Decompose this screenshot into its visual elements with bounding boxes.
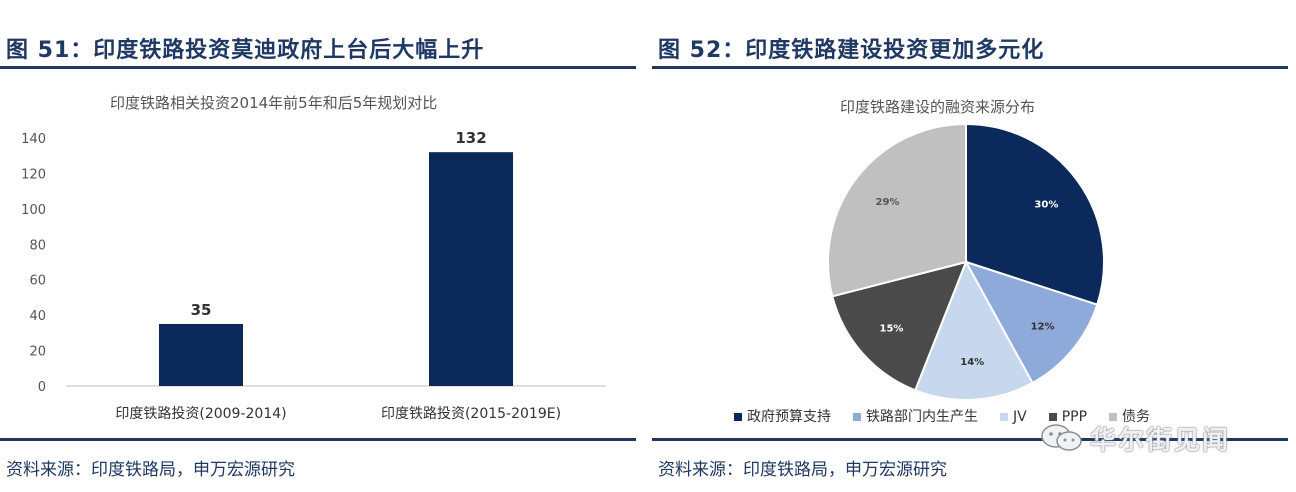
bar-chart-title: 印度铁路相关投资2014年前5年和后5年规划对比	[110, 94, 438, 112]
y-tick-label: 40	[29, 309, 46, 324]
legend-label: 政府预算支持	[747, 409, 831, 425]
legend-label: 债务	[1122, 409, 1151, 425]
pie-slice	[965, 122, 1105, 306]
pie-slice	[913, 259, 1034, 401]
watermark-text: 华尔街见闻	[1090, 426, 1231, 456]
right-title-rule	[652, 66, 1288, 69]
left-figure-title: 图 51：印度铁路投资莫迪政府上台后大幅上升	[6, 38, 485, 63]
legend-label: JV	[1013, 409, 1027, 425]
pie-legend: 政府预算支持 铁路部门内生产生 JV PPP 债务	[734, 406, 1172, 426]
legend-swatch	[853, 413, 861, 421]
y-tick-label: 140	[21, 132, 46, 147]
pie-slice-label: 14%	[960, 357, 984, 368]
legend-item: 政府预算支持	[734, 406, 831, 426]
legend-swatch	[1109, 413, 1118, 421]
legend-item: JV	[1000, 409, 1027, 425]
y-tick-label: 20	[29, 345, 46, 360]
pie-slice	[831, 260, 968, 392]
pie-slice-label: 30%	[1034, 200, 1058, 211]
legend-label: PPP	[1061, 409, 1088, 425]
y-tick-label: 0	[38, 380, 46, 395]
right-figure-title: 图 52：印度铁路建设投资更加多元化	[658, 38, 1045, 63]
legend-item: 债务	[1109, 406, 1150, 426]
left-title-rule	[0, 66, 636, 69]
x-category-label: 印度铁路投资(2009-2014)	[115, 406, 286, 422]
bar-chart: 0 20 40 60 80 100 120 140 35 印度铁路投资(2009-2014) 132…	[21, 129, 606, 422]
legend-swatch	[1048, 413, 1057, 421]
legend-label: 铁路部门内生产生	[866, 409, 978, 425]
y-tick-label: 120	[21, 167, 46, 182]
watermark: 华尔街见闻	[1030, 418, 1270, 458]
legend-item: 铁路部门内生产生	[853, 406, 978, 426]
bar	[159, 324, 243, 386]
y-tick-label: 60	[29, 274, 46, 289]
pie-slice	[963, 260, 1099, 385]
right-figure-panel: 图 52：印度铁路建设投资更加多元化 印度铁路建设的融资来源分布 30% 12% 1…	[652, 0, 1288, 492]
bar-data-label: 35	[191, 301, 212, 319]
right-source-note: 资料来源：印度铁路局，申万宏源研究	[658, 460, 947, 480]
legend-swatch	[1000, 413, 1008, 421]
left-source-rule	[0, 438, 636, 441]
pie-slice	[827, 122, 967, 298]
right-source-rule	[652, 438, 1288, 441]
legend-swatch	[734, 413, 742, 421]
pie-slice-label: 29%	[876, 197, 900, 208]
y-tick-label: 100	[21, 203, 46, 218]
legend-item: PPP	[1048, 409, 1088, 425]
pie-chart: 30% 12% 14% 15% 29%	[827, 122, 1105, 401]
pie-slice-label: 12%	[1031, 321, 1055, 332]
left-source-note: 资料来源：印度铁路局，申万宏源研究	[6, 460, 295, 480]
pie-chart-title: 印度铁路建设的融资来源分布	[840, 98, 1036, 116]
bar-data-label: 132	[455, 129, 486, 147]
bar	[429, 152, 513, 386]
y-tick-label: 80	[29, 238, 46, 253]
left-figure-panel: 图 51：印度铁路投资莫迪政府上台后大幅上升 印度铁路相关投资2014年前5年和…	[0, 0, 636, 492]
pie-slice-label: 15%	[880, 324, 904, 335]
x-category-label: 印度铁路投资(2015-2019E)	[381, 406, 561, 422]
wechat-icon	[1041, 424, 1082, 451]
